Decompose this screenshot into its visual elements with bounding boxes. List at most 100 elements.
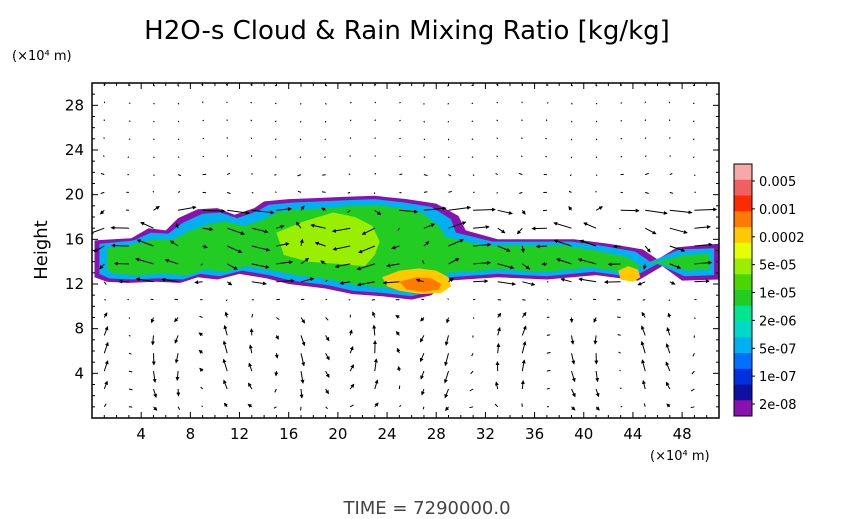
wind-vector: [443, 370, 449, 384]
wind-vector: [274, 102, 277, 105]
wind-vector: [397, 227, 400, 231]
wind-vector: [571, 388, 576, 398]
wind-vector: [153, 102, 155, 105]
colorbar-swatch: [734, 290, 752, 307]
wind-vector: [595, 156, 598, 159]
y-axis: 4 8 12 16 20 24 28: [65, 93, 719, 408]
wind-vector: [274, 191, 277, 193]
wind-vector: [520, 155, 523, 158]
wind-vector: [276, 207, 292, 212]
wind-vector: [521, 325, 527, 336]
wind-vector: [356, 263, 375, 271]
colorbar-swatch: [734, 211, 752, 228]
wind-vector: [497, 281, 516, 286]
wind-vector: [194, 280, 203, 285]
wind-vector: [399, 191, 402, 194]
wind-vector: [374, 137, 376, 140]
wind-vector: [371, 311, 376, 318]
wind-vector: [128, 138, 131, 140]
wind-vector: [251, 245, 271, 252]
wind-vector: [103, 380, 108, 390]
wind-vector: [300, 257, 310, 265]
wind-vector: [497, 227, 506, 234]
wind-vector: [522, 263, 531, 270]
wind-vector: [127, 156, 130, 159]
wind-vector: [332, 245, 351, 251]
wind-vector: [93, 245, 105, 253]
wind-vector: [645, 191, 649, 194]
wind-vector: [222, 340, 228, 354]
wind-vector: [102, 155, 105, 158]
wind-vector: [495, 173, 498, 176]
wind-vector: [325, 352, 330, 361]
colorbar-swatch: [734, 227, 752, 244]
y-tick-label: 8: [74, 320, 84, 338]
wind-vector: [568, 190, 572, 193]
wind-vector: [103, 312, 108, 318]
wind-vector: [448, 278, 454, 283]
wind-vector: [198, 349, 203, 354]
wind-vector: [202, 208, 226, 213]
wind-vector: [202, 227, 214, 232]
wind-vector: [223, 379, 228, 390]
wind-vector: [300, 335, 306, 347]
wind-vector: [374, 209, 382, 216]
wind-vector: [349, 137, 352, 139]
wind-vector: [276, 278, 295, 283]
x-tick-label: 44: [623, 425, 642, 443]
wind-vector: [322, 174, 326, 176]
wind-vector: [619, 227, 621, 230]
wind-vector: [444, 335, 449, 346]
wind-vector: [546, 334, 551, 336]
wind-vector: [612, 244, 621, 249]
wind-vector: [331, 227, 351, 233]
wind-vector: [473, 225, 490, 230]
x-tick-label: 24: [378, 425, 397, 443]
colorbar-swatch: [734, 384, 752, 401]
wind-vector: [224, 311, 229, 318]
colorbar: 0.005 0.001 0.0002 5e-05 1e-05 2e-06 5e-07 1e-0…: [733, 163, 805, 417]
wind-vector: [522, 281, 536, 286]
wind-vector: [300, 371, 305, 384]
wind-vector: [226, 172, 231, 176]
wind-vector: [349, 101, 352, 104]
wind-vector: [642, 263, 647, 270]
wind-vector: [595, 174, 598, 177]
wind-vector: [666, 327, 671, 336]
wind-vector: [577, 258, 597, 265]
colorbar-label: 0.001: [759, 203, 796, 218]
colorbar-swatch: [734, 305, 752, 322]
wind-vector: [620, 387, 622, 390]
wind-vector: [593, 335, 598, 345]
wind-vector: [521, 119, 523, 122]
wind-vector: [251, 209, 275, 215]
wind-vector: [556, 258, 572, 265]
wind-vector: [668, 101, 671, 104]
wind-vector: [325, 370, 330, 379]
colorbar-swatch: [734, 353, 752, 370]
wind-vector: [595, 406, 600, 411]
wind-vector: [692, 138, 695, 141]
wind-vector: [448, 258, 460, 265]
wind-vector: [372, 324, 377, 336]
wind-vector: [583, 222, 597, 229]
wind-vector: [153, 388, 158, 398]
wind-vector: [247, 403, 253, 408]
wind-vector: [595, 120, 598, 123]
wind-vector: [348, 173, 351, 176]
wind-vector: [447, 298, 449, 300]
wind-vector: [177, 191, 181, 193]
wind-vector: [553, 221, 572, 229]
wind-vector: [227, 191, 231, 195]
wind-vector: [579, 239, 597, 247]
wind-vector: [571, 353, 576, 365]
wind-vector: [519, 191, 523, 194]
wind-vector: [595, 138, 598, 141]
colorbar-label: 2e-06: [759, 314, 797, 329]
wind-vector: [471, 120, 474, 122]
wind-vector: [226, 155, 229, 157]
wind-vector: [358, 245, 375, 254]
wind-vector: [496, 137, 499, 140]
wind-vector: [471, 156, 474, 159]
y-tick-label: 20: [65, 186, 84, 204]
